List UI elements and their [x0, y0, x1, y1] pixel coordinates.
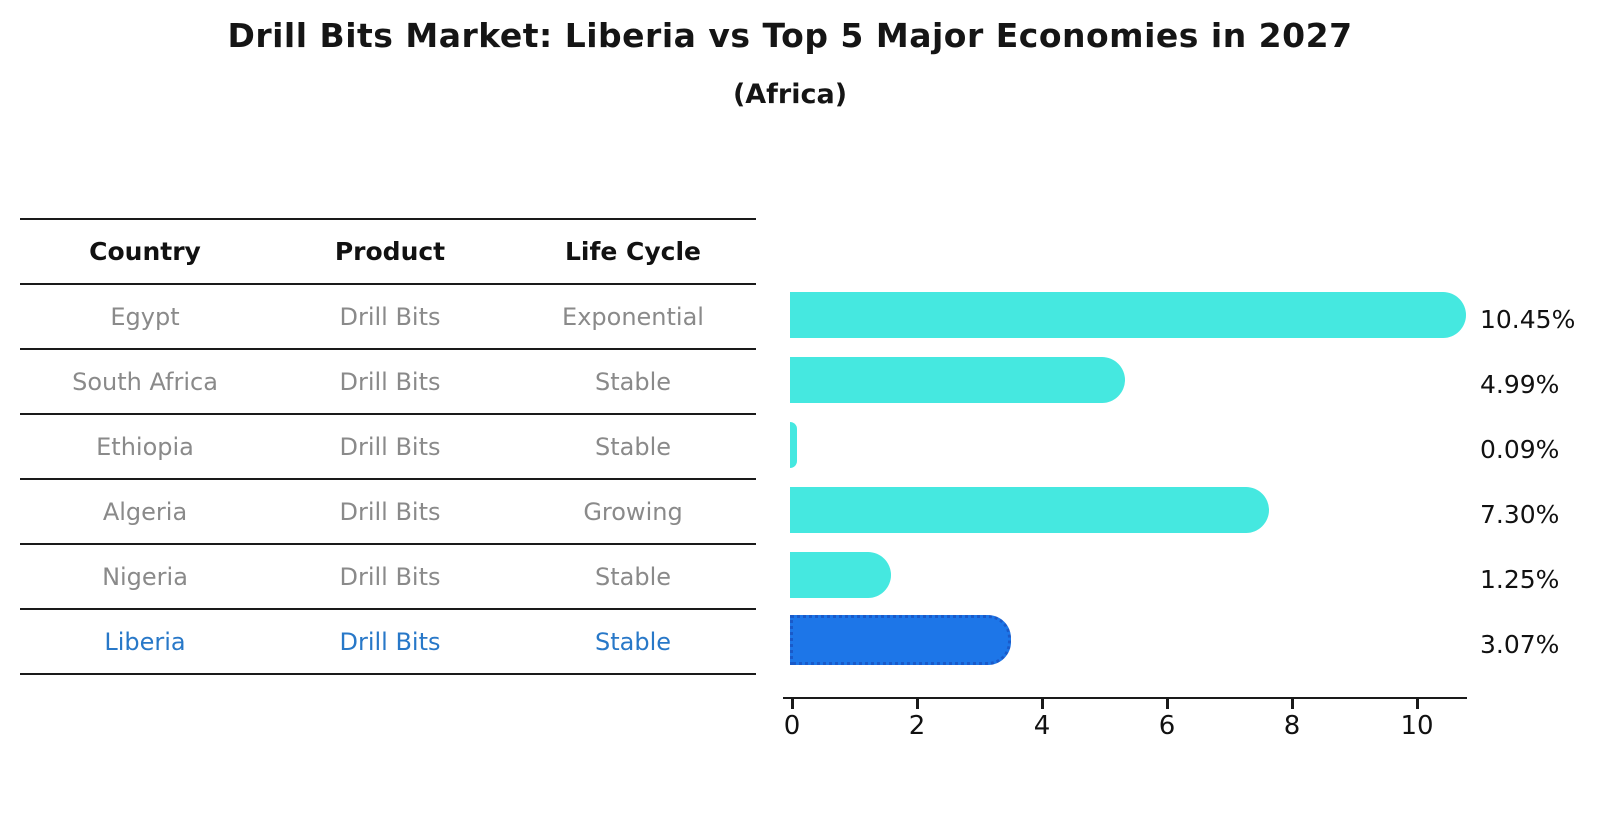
x-tick-label-8: 8: [1283, 711, 1301, 741]
table-row-nigeria: Nigeria Drill Bits Stable: [20, 543, 756, 608]
bar-south-africa: [790, 357, 1125, 403]
value-label-egypt: 10.45%: [1480, 305, 1576, 334]
life-cycle-cell: Stable: [594, 367, 672, 396]
life-cycle-cell: Stable: [594, 627, 672, 656]
country-cell: Egypt: [110, 302, 180, 331]
column-header-product: Product: [334, 237, 446, 266]
country-cell: South Africa: [72, 367, 218, 396]
table-row-algeria: Algeria Drill Bits Growing: [20, 478, 756, 543]
bar-egypt: [790, 292, 1467, 338]
value-label-nigeria: 1.25%: [1480, 565, 1560, 594]
x-tick-8: [1291, 699, 1294, 709]
value-label-ethiopia: 0.09%: [1480, 435, 1560, 464]
chart-subtitle: (Africa): [732, 79, 848, 110]
table-row-ethiopia: Ethiopia Drill Bits Stable: [20, 413, 756, 478]
chart-title: Drill Bits Market: Liberia vs Top 5 Majo…: [227, 16, 1353, 55]
product-cell: Drill Bits: [339, 367, 441, 396]
life-cycle-cell: Stable: [594, 562, 672, 591]
column-header-life-cycle: Life Cycle: [564, 237, 702, 266]
summary-table: Country Product Life Cycle Egypt Drill B…: [20, 218, 756, 675]
product-cell: Drill Bits: [339, 562, 441, 591]
table-header-row: Country Product Life Cycle: [20, 218, 756, 283]
column-header-country: Country: [89, 237, 201, 266]
country-cell: Nigeria: [102, 562, 188, 591]
life-cycle-cell: Stable: [594, 432, 672, 461]
x-tick-6: [1166, 699, 1169, 709]
table-row-liberia: Liberia Drill Bits Stable: [20, 608, 756, 673]
bar-algeria: [790, 487, 1270, 533]
table-row-south-africa: South Africa Drill Bits Stable: [20, 348, 756, 413]
life-cycle-cell: Growing: [583, 497, 683, 526]
bar-band-ethiopia: [790, 413, 1490, 478]
product-cell: Drill Bits: [339, 302, 441, 331]
x-tick-10: [1416, 699, 1419, 709]
table-row-egypt: Egypt Drill Bits Exponential: [20, 283, 756, 348]
product-cell: Drill Bits: [339, 497, 441, 526]
bar-ethiopia: [790, 422, 797, 468]
value-label-algeria: 7.30%: [1480, 500, 1560, 529]
x-tick-label-0: 0: [783, 711, 801, 741]
product-cell: Drill Bits: [339, 432, 441, 461]
x-axis-line: [783, 697, 1467, 699]
value-label-south-africa: 4.99%: [1480, 370, 1560, 399]
bar-band-algeria: [790, 478, 1490, 543]
bar-band-nigeria: [790, 543, 1490, 608]
x-tick-4: [1041, 699, 1044, 709]
x-tick-label-6: 6: [1158, 711, 1176, 741]
x-tick-label-4: 4: [1033, 711, 1051, 741]
value-label-liberia: 3.07%: [1480, 630, 1560, 659]
x-tick-label-10: 10: [1400, 711, 1434, 741]
bar-nigeria: [790, 552, 892, 598]
bar-band-south-africa: [790, 348, 1490, 413]
x-tick-0: [791, 699, 794, 709]
country-cell: Ethiopia: [96, 432, 194, 461]
bar-liberia: [790, 615, 1011, 665]
product-cell: Drill Bits: [339, 627, 441, 656]
life-cycle-cell: Exponential: [562, 302, 704, 331]
country-cell: Algeria: [102, 497, 188, 526]
x-tick-2: [916, 699, 919, 709]
bar-band-liberia: [790, 608, 1490, 673]
country-cell: Liberia: [104, 627, 186, 656]
bar-band-egypt: [790, 283, 1490, 348]
x-tick-label-2: 2: [908, 711, 926, 741]
